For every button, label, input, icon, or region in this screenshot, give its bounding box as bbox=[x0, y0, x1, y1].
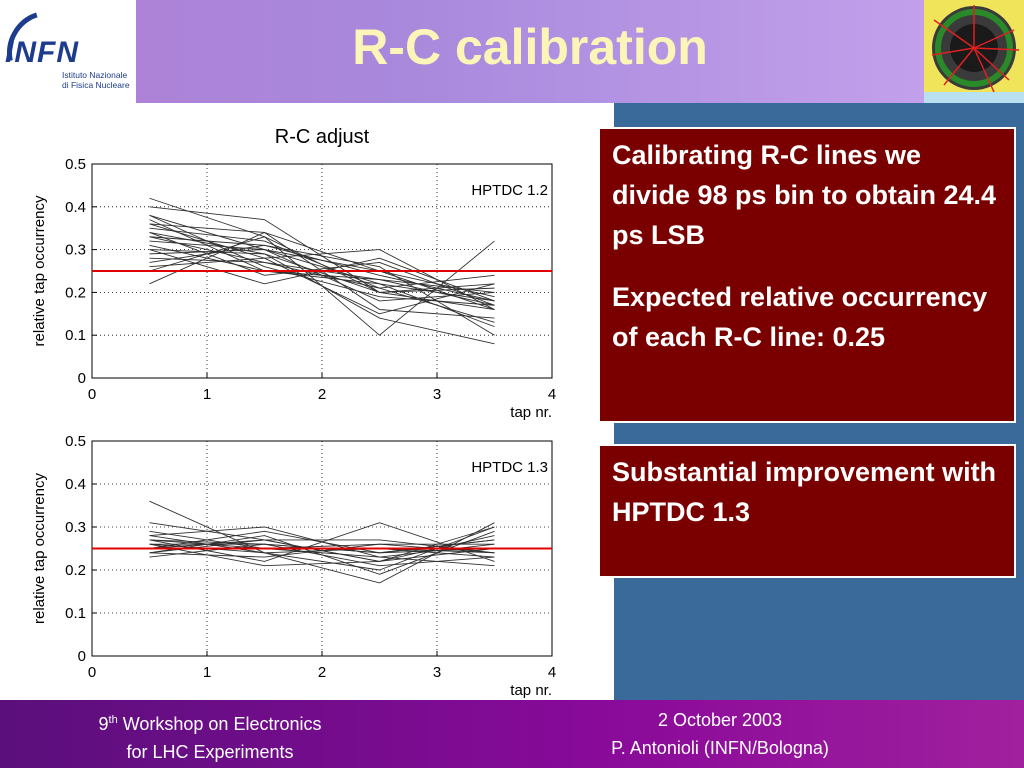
x-tick-label: 3 bbox=[433, 386, 441, 403]
x-tick-label: 1 bbox=[203, 386, 211, 403]
x-tick-label: 1 bbox=[203, 664, 211, 681]
event-display-image bbox=[924, 0, 1024, 103]
info-box-improvement: Substantial improvement with HPTDC 1.3 bbox=[598, 444, 1016, 578]
chart-version-label: HPTDC 1.2 bbox=[471, 182, 548, 199]
y-tick-label: 0.3 bbox=[65, 242, 86, 259]
logo-text: INFN bbox=[5, 36, 79, 69]
header-bar: INFN Istituto Nazionale di Fisica Nuclea… bbox=[0, 0, 1024, 103]
slide-title: R-C calibration bbox=[352, 19, 708, 75]
x-axis-label: tap nr. bbox=[510, 404, 552, 421]
x-tick-label: 4 bbox=[548, 664, 556, 681]
x-tick-label: 0 bbox=[88, 386, 96, 403]
series-line-13 bbox=[149, 526, 495, 567]
y-tick-label: 0.5 bbox=[65, 156, 86, 173]
footer-workshop-line1: Workshop on Electronics bbox=[117, 714, 322, 734]
footer-workshop-line2: for LHC Experiments bbox=[126, 742, 294, 762]
footer-date-author: 2 October 2003 P. Antonioli (INFN/Bologn… bbox=[520, 706, 920, 762]
particle-event-icon bbox=[924, 5, 1024, 103]
footer-workshop: 9th Workshop on Electronics for LHC Expe… bbox=[0, 706, 420, 766]
footer-ordinal: 9 bbox=[98, 714, 109, 734]
charts-panel: 0 1 2 3 4 0 0.1 0.2 0.3 0.4 0.5 HPTDC 1.2 tap nr. rel… bbox=[0, 103, 614, 716]
series-line-20 bbox=[149, 236, 495, 293]
logo-subtitle: Istituto Nazionale di Fisica Nucleare bbox=[62, 70, 130, 90]
y-axis-label: relative tap occurrency bbox=[31, 473, 48, 624]
calibration-text: Calibrating R-C lines we divide 98 ps bi… bbox=[612, 140, 997, 250]
chart-1: 0 1 2 3 4 0 0.1 0.2 0.3 0.4 0.5 HPTDC 1.2 tap nr. rel… bbox=[31, 126, 556, 421]
chart-version-label: HPTDC 1.3 bbox=[471, 459, 548, 476]
chart-title: R-C adjust bbox=[275, 126, 370, 148]
footer-date: 2 October 2003 bbox=[657, 710, 783, 730]
series-line-21 bbox=[149, 232, 495, 345]
y-tick-label: 0.1 bbox=[65, 327, 86, 344]
y-tick-label: 0.4 bbox=[65, 199, 86, 216]
x-tick-label: 0 bbox=[88, 664, 96, 681]
y-tick-label: 0.4 bbox=[65, 476, 86, 493]
x-tick-label: 2 bbox=[318, 664, 326, 681]
info-box-calibration: Calibrating R-C lines we divide 98 ps bi… bbox=[598, 127, 1016, 423]
series-line-19 bbox=[149, 231, 495, 298]
series-line-22 bbox=[149, 219, 495, 302]
y-tick-label: 0.3 bbox=[65, 519, 86, 536]
series-line-18 bbox=[149, 214, 495, 306]
charts-svg: 0 1 2 3 4 0 0.1 0.2 0.3 0.4 0.5 HPTDC 1.2 tap nr. rel… bbox=[31, 126, 556, 699]
improvement-text: Substantial improvement with HPTDC 1.3 bbox=[612, 457, 997, 527]
footer-bar: 9th Workshop on Electronics for LHC Expe… bbox=[0, 700, 1024, 768]
y-tick-label: 0.2 bbox=[65, 562, 86, 579]
x-tick-label: 3 bbox=[433, 664, 441, 681]
series-line-15 bbox=[149, 539, 495, 567]
x-axis-label: tap nr. bbox=[510, 682, 552, 699]
series-line-17 bbox=[149, 530, 495, 558]
chart-2: 0 1 2 3 4 0 0.1 0.2 0.3 0.4 0.5 HPTDC 1.3 tap nr. rel… bbox=[31, 433, 556, 699]
infn-logo: INFN Istituto Nazionale di Fisica Nuclea… bbox=[0, 0, 136, 103]
series-line-18 bbox=[149, 539, 495, 554]
y-axis-label: relative tap occurrency bbox=[31, 195, 48, 346]
footer-author: P. Antonioli (INFN/Bologna) bbox=[611, 738, 829, 758]
series-line-16 bbox=[149, 249, 495, 310]
x-tick-label: 4 bbox=[548, 386, 556, 403]
x-tick-label: 2 bbox=[318, 386, 326, 403]
series-line-14 bbox=[149, 257, 495, 289]
expected-occurrency-text: Expected relative occurrency of each R-C… bbox=[612, 282, 988, 352]
y-tick-label: 0 bbox=[78, 648, 86, 665]
y-tick-label: 0.2 bbox=[65, 284, 86, 301]
y-tick-label: 0.5 bbox=[65, 433, 86, 450]
y-tick-label: 0.1 bbox=[65, 605, 86, 622]
y-tick-label: 0 bbox=[78, 370, 86, 387]
footer-ordinal-suffix: th bbox=[108, 714, 118, 726]
